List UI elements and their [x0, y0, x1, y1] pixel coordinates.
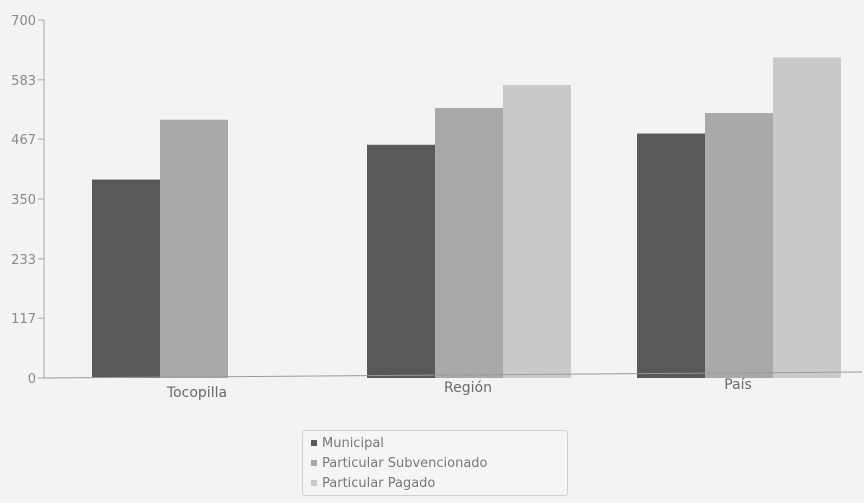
- legend-item-particular-pagado: Particular Pagado: [311, 473, 559, 493]
- bar-país-series-0: [637, 133, 705, 378]
- bar-región-series-0: [367, 144, 435, 378]
- legend-label-particular-pagado: Particular Pagado: [322, 475, 436, 491]
- x-axis-line: [43, 371, 863, 379]
- x-tick-label: Región: [444, 380, 492, 396]
- legend-swatch-municipal: [311, 440, 317, 446]
- y-tick-label: 0: [28, 372, 36, 387]
- y-tick-label: 350: [11, 193, 36, 208]
- bar-tocopilla-series-0: [92, 179, 160, 378]
- legend-label-municipal: Municipal: [322, 435, 384, 451]
- y-tick-label: 583: [11, 74, 36, 89]
- y-tick-label: 700: [11, 14, 36, 29]
- x-tick-label: País: [724, 377, 752, 393]
- bar-país-series-1: [705, 113, 773, 378]
- legend-item-particular-subvencionado: Particular Subvencionado: [311, 453, 559, 473]
- bar-tocopilla-series-1: [160, 119, 228, 378]
- legend-item-municipal: Municipal: [311, 433, 559, 453]
- bar-región-series-1: [435, 107, 503, 379]
- legend: Municipal Particular Subvencionado Parti…: [302, 430, 568, 496]
- legend-swatch-particular-subvencionado: [311, 460, 317, 466]
- x-tick-label: Tocopilla: [166, 385, 227, 401]
- legend-swatch-particular-pagado: [311, 480, 317, 486]
- bar-chart: 0 117 233 350 467 583 700 Tocopilla Región País: [11, 14, 863, 401]
- y-tick-label: 467: [11, 133, 36, 148]
- legend-label-particular-subvencionado: Particular Subvencionado: [322, 455, 488, 471]
- y-tick-label: 117: [11, 312, 36, 327]
- bar-región-series-2: [503, 84, 571, 379]
- bar-país-series-2: [773, 57, 841, 378]
- y-tick-label: 233: [11, 253, 36, 268]
